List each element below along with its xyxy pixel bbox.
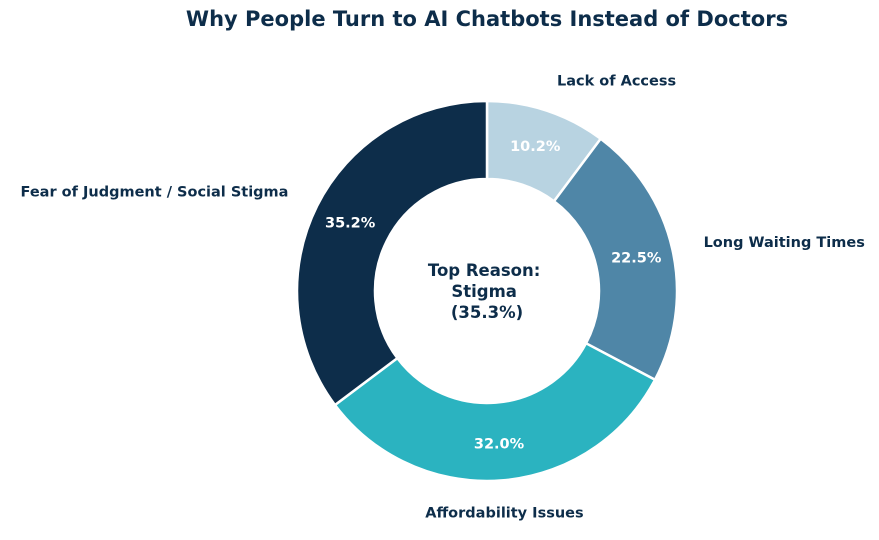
slice-1-category-label: Long Waiting Times	[704, 235, 865, 251]
chart-title: Why People Turn to AI Chatbots Instead o…	[186, 7, 788, 31]
center-line-2: Stigma	[451, 282, 517, 301]
center-line-1: Top Reason:	[428, 261, 541, 280]
slice-3	[295, 99, 489, 407]
slice-1-value-label: 22.5%	[611, 250, 662, 266]
donut-slices	[295, 99, 679, 483]
percentage-labels: 10.2% 22.5% 32.0% 35.2%	[325, 139, 662, 453]
slice-3-value-label: 35.2%	[325, 216, 376, 232]
slice-0-category-label: Lack of Access	[557, 73, 676, 89]
slice-3-category-label: Fear of Judgment / Social Stigma	[21, 185, 289, 201]
slice-0-value-label: 10.2%	[510, 139, 561, 155]
category-labels: Lack of Access Long Waiting Times Affordab…	[21, 73, 865, 521]
center-line-3: (35.3%)	[451, 303, 523, 322]
center-annotation: Top Reason: Stigma (35.3%)	[428, 261, 546, 322]
slice-2	[333, 342, 657, 483]
slice-2-category-label: Affordability Issues	[425, 505, 583, 521]
slice-2-value-label: 32.0%	[474, 437, 525, 453]
slice-1	[552, 137, 679, 381]
